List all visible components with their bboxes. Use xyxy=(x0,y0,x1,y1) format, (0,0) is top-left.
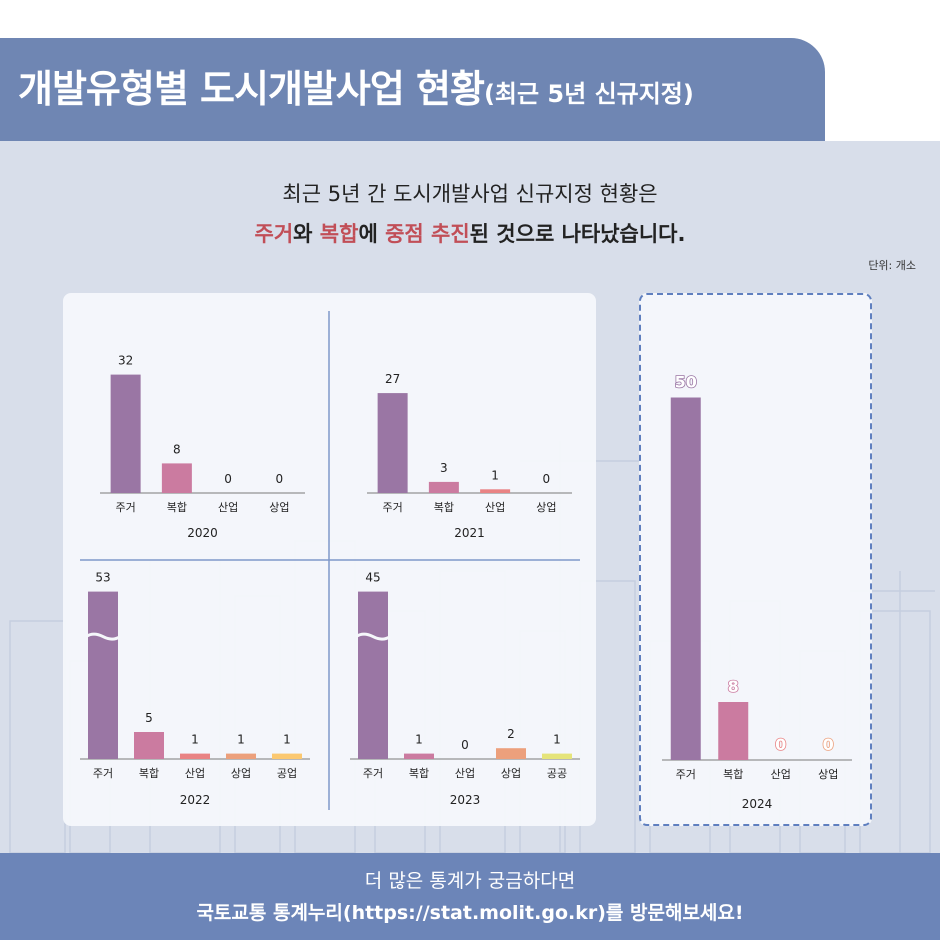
bar-2022-주거 xyxy=(88,591,118,759)
page-title: 개발유형별 도시개발사업 현황(최근 5년 신규지정) xyxy=(18,58,694,111)
year-label-2023: 2023 xyxy=(450,793,481,807)
tick-label-2022-상업: 상업 xyxy=(231,767,251,780)
data-label-2022-상업: 1 xyxy=(237,733,245,747)
footer-banner: 더 많은 통계가 궁금하다면 국토교통 통계누리(https://stat.mo… xyxy=(0,853,940,940)
tick-label-2021-산업: 산업 xyxy=(485,501,505,514)
tick-label-2023-상업: 상업 xyxy=(501,767,521,780)
tick-label-2023-산업: 산업 xyxy=(455,767,475,780)
tick-label-2021-복합: 복합 xyxy=(434,501,454,514)
bar-2020-주거 xyxy=(110,374,141,493)
data-label-2024-산업: 0 xyxy=(775,735,786,754)
data-label-2020-복합: 8 xyxy=(173,442,181,456)
bar-2022-상업 xyxy=(226,753,256,759)
bar-2022-공업 xyxy=(272,753,302,759)
tick-label-2022-공업: 공업 xyxy=(277,767,297,780)
data-label-2022-산업: 1 xyxy=(191,733,199,747)
data-label-2023-복합: 1 xyxy=(415,733,423,747)
headline-text-2: 에 xyxy=(358,222,386,246)
data-label-2023-산업: 0 xyxy=(461,738,469,752)
data-label-2024-상업: 0 xyxy=(823,735,834,754)
axis-break-2023 xyxy=(355,632,391,641)
data-label-2021-산업: 1 xyxy=(491,468,499,482)
data-label-2023-상업: 2 xyxy=(507,727,515,741)
highlight-focus: 중점 추진 xyxy=(385,222,470,246)
bar-2021-주거 xyxy=(377,393,408,493)
tick-label-2022-산업: 산업 xyxy=(185,767,205,780)
highlight-mixed: 복합 xyxy=(319,222,359,246)
headline-line-1: 최근 5년 간 도시개발사업 신규지정 현황은 xyxy=(282,182,658,206)
data-label-2023-주거: 45 xyxy=(365,571,380,585)
bar-2022-산업 xyxy=(180,753,210,759)
tick-label-2022-주거: 주거 xyxy=(93,767,113,780)
title-subtitle: (최근 5년 신규지정) xyxy=(483,80,694,108)
tick-label-2024-주거: 주거 xyxy=(676,768,696,781)
year-label-2020: 2020 xyxy=(187,526,218,540)
tick-label-2021-상업: 상업 xyxy=(536,501,556,514)
headline-text-1: 와 xyxy=(293,222,320,246)
bar-2024-주거 xyxy=(670,397,701,760)
bar-2020-복합 xyxy=(161,463,192,493)
data-label-2020-산업: 0 xyxy=(224,472,232,486)
tick-label-2021-주거: 주거 xyxy=(383,501,403,514)
bar-2022-복합 xyxy=(134,732,164,759)
year-label-2022: 2022 xyxy=(180,793,211,807)
unit-label: 단위: 개소 xyxy=(868,259,916,272)
data-label-2023-공공: 1 xyxy=(553,733,561,747)
data-label-2022-공업: 1 xyxy=(283,733,291,747)
data-label-2021-복합: 3 xyxy=(440,461,448,475)
title-banner xyxy=(0,38,825,142)
tick-label-2024-복합: 복합 xyxy=(723,768,743,781)
footer-line-2: 국토교통 통계누리(https://stat.molit.go.kr)를 방문해… xyxy=(196,902,744,924)
bar-2024-복합 xyxy=(718,702,749,760)
tick-label-2020-상업: 상업 xyxy=(269,501,289,514)
tick-label-2023-공공: 공공 xyxy=(547,767,567,780)
headline-line-2: 주거와 복합에 중점 추진된 것으로 나타났습니다. xyxy=(0,218,940,248)
year-label-2024: 2024 xyxy=(742,797,773,811)
bar-2023-주거 xyxy=(358,591,388,759)
highlight-housing: 주거 xyxy=(254,222,294,246)
data-label-2024-복합: 8 xyxy=(728,677,739,696)
data-label-2020-상업: 0 xyxy=(276,472,284,486)
tick-label-2022-복합: 복합 xyxy=(139,767,159,780)
bar-2021-복합 xyxy=(428,481,459,493)
tick-label-2023-주거: 주거 xyxy=(363,767,383,780)
bar-2021-산업 xyxy=(480,489,511,493)
data-label-2020-주거: 32 xyxy=(118,354,133,368)
tick-label-2024-산업: 산업 xyxy=(771,768,791,781)
tick-label-2020-산업: 산업 xyxy=(218,501,238,514)
footer-line-1: 더 많은 통계가 궁금하다면 xyxy=(364,870,576,892)
bar-2023-복합 xyxy=(404,753,434,759)
bar-2023-공공 xyxy=(542,753,572,759)
data-label-2022-복합: 5 xyxy=(145,711,153,725)
title-main: 개발유형별 도시개발사업 현황 xyxy=(18,67,485,111)
data-label-2022-주거: 53 xyxy=(95,571,110,585)
tick-label-2023-복합: 복합 xyxy=(409,767,429,780)
tick-label-2024-상업: 상업 xyxy=(818,768,838,781)
headline-text-3: 된 것으로 나타났습니다. xyxy=(469,222,686,246)
axis-break-2022 xyxy=(85,632,121,641)
year-label-2021: 2021 xyxy=(454,526,485,540)
data-label-2021-상업: 0 xyxy=(543,472,551,486)
data-label-2024-주거: 50 xyxy=(675,373,697,392)
bar-2023-상업 xyxy=(496,748,526,759)
data-label-2021-주거: 27 xyxy=(385,372,400,386)
tick-label-2020-복합: 복합 xyxy=(167,501,187,514)
tick-label-2020-주거: 주거 xyxy=(116,501,136,514)
